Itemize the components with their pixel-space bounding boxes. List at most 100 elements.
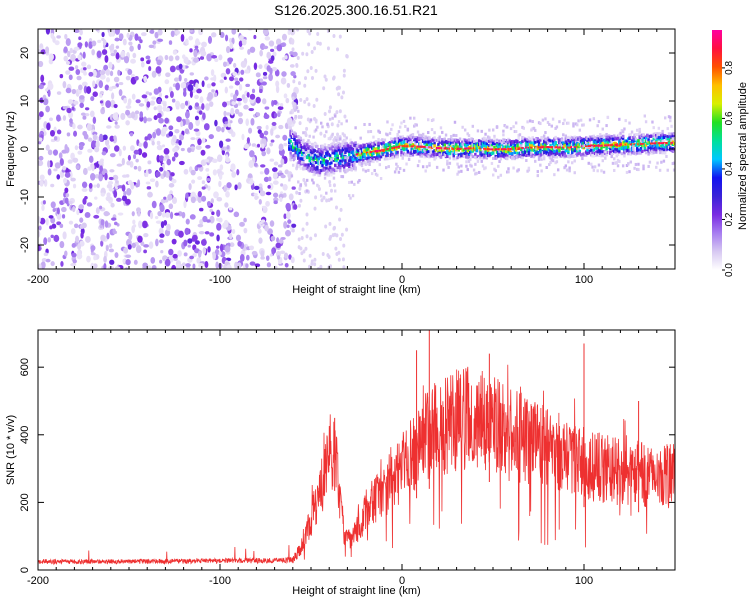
halo-cell (657, 126, 661, 130)
carrier-cell (467, 147, 471, 151)
carrier-cell (386, 153, 389, 157)
carrier-cell (523, 138, 527, 142)
noise-cell (49, 117, 53, 122)
carrier-peak-cell (548, 146, 551, 149)
carrier-cell (467, 152, 471, 156)
noise-cell (130, 111, 136, 119)
carrier-cell (513, 143, 517, 147)
halo-cell (298, 192, 301, 196)
noise-cell (185, 192, 189, 199)
noise-cell (250, 117, 255, 126)
noise-cell (272, 99, 278, 106)
carrier-cell (316, 155, 319, 159)
noise-cell (97, 39, 102, 44)
halo-cell (313, 161, 317, 165)
noise-cell (137, 165, 142, 172)
carrier-cell (545, 141, 548, 145)
halo-cell (621, 130, 625, 134)
carrier-cell (307, 146, 310, 150)
carrier-cell (658, 132, 662, 136)
halo-cell (525, 147, 528, 151)
carrier-cell (627, 142, 630, 146)
noise-cell (77, 243, 82, 250)
carrier-cell (643, 146, 647, 150)
noise-cell (284, 55, 288, 60)
carrier-cell (364, 161, 367, 165)
noise-cell (90, 252, 96, 256)
noise-cell (287, 29, 293, 32)
noise-cell (52, 208, 56, 212)
noise-cell (141, 32, 147, 37)
noise-cell (99, 74, 106, 80)
noise-cell (284, 262, 289, 268)
halo-cell (573, 159, 576, 163)
noise-cell (105, 69, 111, 76)
halo-cell (374, 140, 378, 144)
carrier-cell (424, 155, 427, 159)
carrier-cell (525, 141, 528, 145)
carrier-cell (373, 148, 376, 152)
halo-cell (293, 142, 296, 146)
halo-cell (421, 165, 425, 169)
halo-cell (455, 134, 458, 138)
carrier-cell (492, 156, 495, 160)
carrier-cell (428, 140, 431, 144)
carrier-cell (653, 146, 657, 150)
halo-cell (577, 119, 580, 123)
carrier-cell (493, 140, 496, 144)
carrier-cell (341, 164, 345, 168)
carrier-cell (332, 168, 336, 172)
noise-cell (103, 64, 109, 71)
halo-cell (532, 126, 536, 130)
carrier-peak-cell (600, 144, 603, 147)
noise-cell (317, 266, 321, 269)
noise-cell (73, 29, 80, 34)
carrier-cell (642, 143, 645, 147)
carrier-cell (299, 145, 303, 149)
carrier-cell (370, 141, 374, 145)
carrier-cell (353, 143, 356, 147)
noise-cell (216, 222, 222, 231)
noise-cell (213, 191, 219, 199)
carrier-cell (309, 149, 313, 153)
noise-cell (38, 60, 44, 68)
carrier-cell (657, 136, 661, 140)
carrier-cell (655, 139, 658, 143)
halo-cell (391, 123, 394, 127)
noise-cell (249, 93, 256, 100)
carrier-peak-cell (542, 146, 546, 149)
halo-cell (428, 163, 431, 167)
halo-cell (604, 156, 607, 160)
carrier-cell (460, 143, 463, 147)
carrier-cell (495, 156, 499, 160)
carrier-cell (339, 159, 342, 163)
carrier-cell (541, 155, 545, 159)
carrier-cell (289, 154, 292, 158)
halo-cell (570, 142, 574, 146)
noise-cell (85, 236, 91, 243)
halo-cell (615, 161, 618, 165)
carrier-cell (597, 154, 601, 158)
noise-cell (137, 148, 143, 156)
halo-cell (633, 166, 636, 170)
noise-cell (326, 253, 330, 258)
noise-cell (258, 237, 263, 244)
noise-cell (125, 75, 131, 81)
carrier-cell (335, 152, 338, 156)
carrier-cell (553, 144, 556, 148)
noise-cell (225, 45, 231, 54)
noise-cell (137, 235, 143, 243)
noise-cell (310, 49, 314, 54)
noise-cell (232, 93, 237, 102)
halo-cell (453, 120, 457, 124)
carrier-cell (367, 152, 370, 156)
noise-cell (286, 82, 291, 88)
noise-cell (302, 178, 306, 183)
halo-cell (616, 164, 620, 168)
carrier-cell (383, 145, 387, 149)
carrier-cell (562, 152, 565, 156)
noise-cell (68, 220, 74, 225)
noise-cell (84, 195, 88, 200)
noise-cell (209, 208, 213, 213)
carrier-cell (339, 162, 342, 166)
